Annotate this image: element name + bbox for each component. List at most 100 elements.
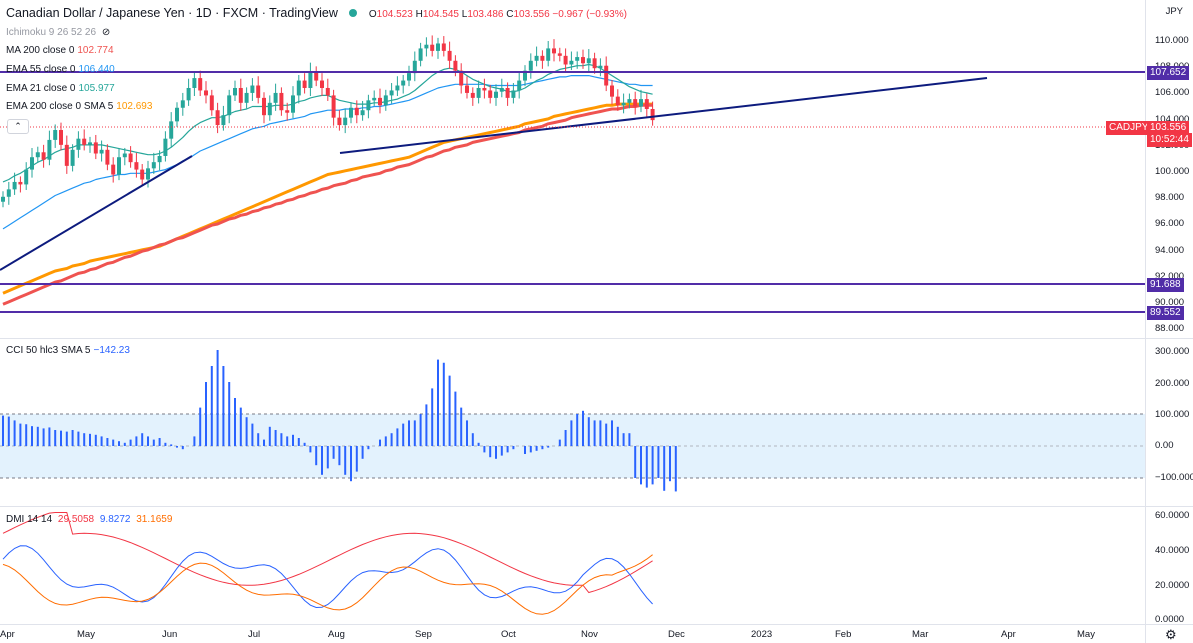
legend-dmi[interactable]: DMI 14 14 29.5058 9.8272 31.1659 xyxy=(6,514,173,525)
settings-gear-icon[interactable]: ⚙ xyxy=(1165,627,1177,642)
candle-body xyxy=(517,80,522,91)
candle-body xyxy=(175,107,179,122)
price-tick: 90.000 xyxy=(1155,297,1185,308)
symbol-title[interactable]: Canadian Dollar / Japanese Yen · 1D · FX… xyxy=(6,6,338,20)
legend-ema55[interactable]: EMA 55 close 0 106.440 xyxy=(6,64,115,75)
candle-body xyxy=(389,90,394,96)
candle-body xyxy=(273,92,278,103)
trendline-main[interactable] xyxy=(339,77,988,154)
price-tick: 106.000 xyxy=(1155,87,1190,99)
candle-body xyxy=(360,110,365,116)
hidden-eye-icon[interactable]: ⊘ xyxy=(101,27,111,38)
time-tick: Mar xyxy=(912,629,929,640)
candle-body xyxy=(592,58,597,69)
candle-body xyxy=(1,196,5,202)
candle-body xyxy=(180,100,185,108)
candle-body xyxy=(198,78,203,91)
candle-body xyxy=(296,80,301,96)
candle-body xyxy=(534,55,539,61)
ema55-line xyxy=(2,74,653,230)
candle-body xyxy=(412,60,417,74)
candle-body xyxy=(447,50,452,61)
dmi-tick: 0.0000 xyxy=(1155,614,1185,625)
price-tag-89: 89.552 xyxy=(1147,306,1184,320)
price-tick: 98.000 xyxy=(1155,192,1185,204)
price-tag-91: 91.688 xyxy=(1147,278,1184,292)
price-tick: 110.000 xyxy=(1155,35,1189,46)
candle-body xyxy=(349,107,353,118)
candle-body xyxy=(88,142,92,145)
time-tick: Sep xyxy=(415,629,432,640)
time-tick: 2023 xyxy=(751,629,773,640)
candle-body xyxy=(209,95,214,111)
candle-body xyxy=(308,71,313,88)
candle-body xyxy=(650,109,655,121)
candle-body xyxy=(151,162,156,169)
candle-body xyxy=(47,139,52,160)
candle-body xyxy=(169,121,174,139)
candle-body xyxy=(18,181,23,185)
currency-label[interactable]: JPY xyxy=(1165,6,1183,17)
candle-body xyxy=(639,99,643,107)
candle-body xyxy=(383,95,388,106)
candle-body xyxy=(401,80,406,86)
candle-body xyxy=(267,102,272,116)
price-tick: 92.000 xyxy=(1155,270,1185,282)
candle-body xyxy=(436,43,440,51)
candle-body xyxy=(598,65,603,69)
candle-body xyxy=(221,115,226,126)
candle-body xyxy=(64,144,69,166)
dmi-tick: 60.0000 xyxy=(1155,510,1190,521)
candle-body xyxy=(76,138,81,150)
legend-ema200[interactable]: EMA 200 close 0 SMA 5 102.693 xyxy=(6,101,153,112)
price-tick: 94.000 xyxy=(1155,244,1185,256)
candle-body xyxy=(511,90,516,98)
time-tick: Oct xyxy=(501,629,516,640)
candle-body xyxy=(302,80,307,88)
close-value: 103.556 xyxy=(513,9,550,20)
candle-body xyxy=(320,80,324,88)
candle-body xyxy=(505,87,510,98)
candle-body xyxy=(482,87,487,91)
candle-body xyxy=(633,99,638,107)
candle-body xyxy=(418,48,423,61)
time-tick: Aug xyxy=(328,629,345,640)
time-tick: Apr xyxy=(0,629,15,640)
legend-ma200[interactable]: MA 200 close 0 102.774 xyxy=(6,45,114,56)
candle-body xyxy=(146,168,150,180)
candle-body xyxy=(575,57,580,61)
candle-body xyxy=(157,155,162,163)
candle-body xyxy=(238,87,243,103)
last-price-tag: 103.556 xyxy=(1147,121,1190,135)
candle-body xyxy=(331,95,336,118)
candle-body xyxy=(285,110,290,113)
time-tick: May xyxy=(77,629,95,640)
candle-body xyxy=(424,44,429,49)
candle-body xyxy=(105,149,110,165)
dmi-adx-value: 29.5058 xyxy=(57,514,95,525)
price-tick: 100.000 xyxy=(1155,166,1190,177)
candle-body xyxy=(35,152,40,158)
candle-body xyxy=(604,65,609,86)
time-tick: May xyxy=(1077,629,1095,640)
legend-ichimoku[interactable]: Ichimoku 9 26 52 26 ⊘ xyxy=(6,27,111,38)
high-value: 104.545 xyxy=(422,9,459,20)
time-tick: Jul xyxy=(248,629,261,640)
candle-body xyxy=(644,99,649,109)
legend-ema21[interactable]: EMA 21 close 0 105.977 xyxy=(6,83,115,94)
legend-cci[interactable]: CCI 50 hlc3 SMA 5 −142.23 xyxy=(6,345,130,356)
collapse-legend-icon[interactable]: ⌃ xyxy=(7,119,29,134)
candle-body xyxy=(279,92,284,111)
dmi-tick: 20.0000 xyxy=(1155,580,1190,591)
trendline-lower-left[interactable] xyxy=(0,155,193,271)
candle-body xyxy=(59,130,63,145)
candle-body xyxy=(343,117,348,126)
candle-body xyxy=(465,85,469,93)
candle-body xyxy=(53,130,58,140)
time-tick: Dec xyxy=(668,629,685,640)
candle-body xyxy=(93,142,98,154)
candle-body xyxy=(563,55,568,65)
symbol-header: Canadian Dollar / Japanese Yen · 1D · FX… xyxy=(6,6,627,20)
candle-body xyxy=(569,60,574,65)
